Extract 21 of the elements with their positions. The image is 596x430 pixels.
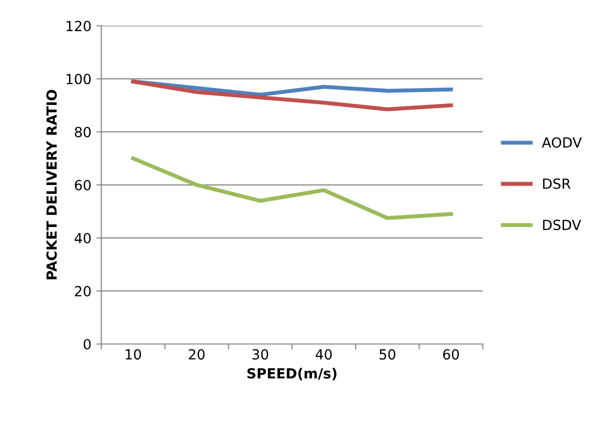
legend-label: AODV bbox=[542, 137, 582, 148]
y-axis-title: PACKET DELIVERY RATIO bbox=[46, 90, 57, 280]
x-tick-label: 30 bbox=[252, 349, 268, 360]
x-axis-title: SPEED(m/s) bbox=[247, 368, 336, 380]
y-tick-label: 40 bbox=[74, 232, 91, 244]
y-tick-label: 0 bbox=[84, 338, 91, 350]
x-tick-label: 40 bbox=[316, 349, 332, 360]
y-tick-label: 120 bbox=[66, 20, 91, 32]
y-tick-label: 80 bbox=[74, 126, 91, 138]
x-tick-label: 20 bbox=[188, 349, 205, 360]
legend-label: DSR bbox=[543, 178, 571, 189]
line-series bbox=[131, 156, 453, 220]
line-series bbox=[131, 80, 453, 97]
x-tick-label: 60 bbox=[443, 349, 459, 360]
x-tick-label: 50 bbox=[380, 349, 396, 360]
y-tick-label: 60 bbox=[74, 180, 91, 190]
line-series bbox=[131, 80, 453, 112]
y-tick-label: 20 bbox=[74, 286, 91, 296]
x-tick-label: 10 bbox=[126, 349, 142, 360]
legend-label: DSDV bbox=[543, 220, 582, 230]
y-tick-label: 100 bbox=[66, 74, 91, 84]
